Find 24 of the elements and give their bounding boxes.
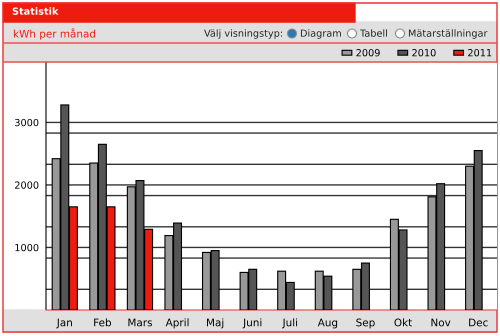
text: Mätarställningar [408,29,488,39]
y-tick-label: 3000 [15,118,38,126]
x-tick-label: Sep [356,318,375,328]
legend-label: 2010 [412,49,436,56]
x-tick-label: Mars [128,318,152,326]
x-tick-label: Juni [242,318,262,328]
x-tick-label: Maj [207,318,224,328]
x-tick-label: Jan [56,318,72,328]
x-tick-label: Feb [94,318,112,326]
y-tick-label: 2000 [15,181,38,189]
legend-label: 2011 [468,49,492,56]
text: Diagram [300,29,341,39]
y-tick-label: 1000 [15,244,38,252]
x-tick-label: Aug [318,318,338,328]
x-tick-label: April [166,318,188,328]
legend-label: 2009 [356,49,380,56]
x-tick-label: Juli [282,318,298,328]
x-tick-label: Okt [394,318,412,326]
x-tick-label: Nov [431,318,450,326]
text: Välj visningstyp: [204,29,282,39]
x-tick-label: Dec [469,318,488,326]
chart-title: Statistik [12,7,59,15]
y-axis-title: kWh per månad [14,28,96,40]
text: Tabell [360,29,387,37]
